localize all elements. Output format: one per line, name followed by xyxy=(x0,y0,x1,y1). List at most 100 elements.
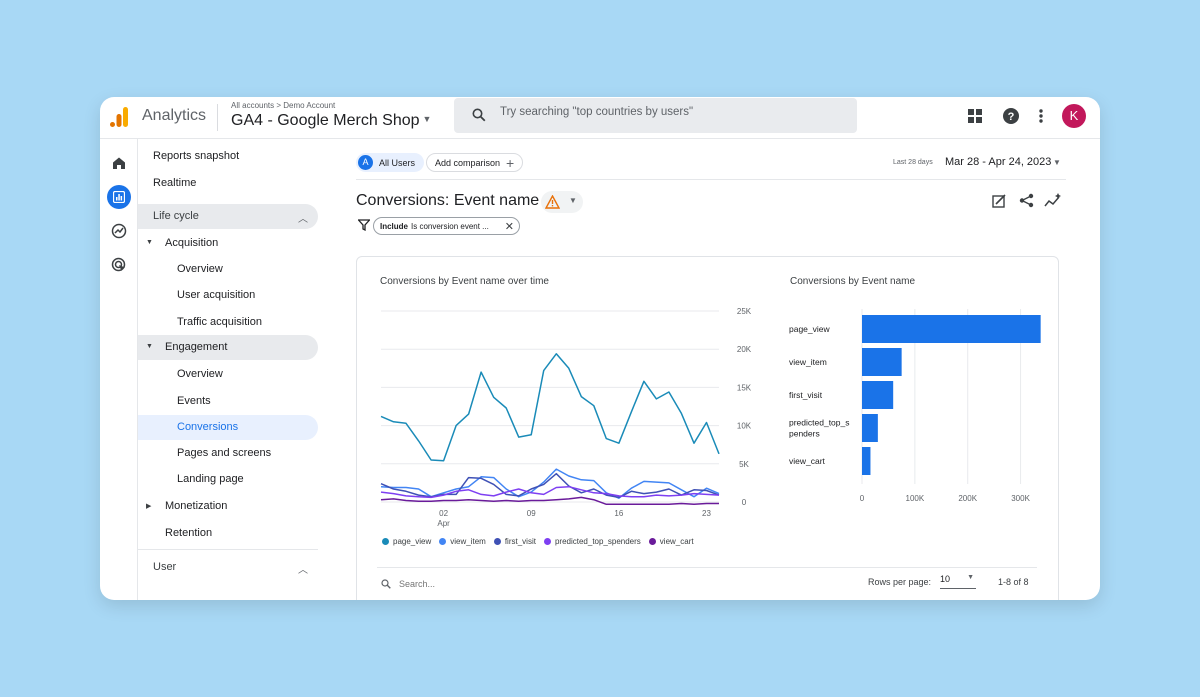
search-input[interactable] xyxy=(500,106,840,118)
caret-down-icon: ▼ xyxy=(569,196,577,205)
series-line-view-item xyxy=(380,468,720,499)
category-label: page_view xyxy=(789,324,831,334)
left-rail xyxy=(100,139,138,600)
caret-down-icon: ▼ xyxy=(422,114,432,124)
chevron-up-icon: ︿ xyxy=(298,214,308,225)
legend-swatch xyxy=(493,538,501,545)
nav-engagement-overview[interactable]: Overview xyxy=(177,368,223,380)
nav-user-acquisition[interactable]: User acquisition xyxy=(177,289,256,301)
nav-retention[interactable]: Retention xyxy=(165,527,213,539)
bar-view-cart xyxy=(862,447,871,475)
line-chart-legend: page_view view_item first_visit predicted_t… xyxy=(382,537,702,546)
x-tick-label: 300K xyxy=(1011,494,1030,503)
pagination-info: 1-8 of 8 xyxy=(998,577,1029,587)
add-comparison-button[interactable]: Add comparison + xyxy=(426,153,524,172)
y-tick-label: 10K xyxy=(737,422,752,431)
collapse-triangle-icon: ▶ xyxy=(146,503,152,510)
property-selector[interactable]: GA4 - Google Merch Shop ▼ xyxy=(231,112,431,130)
date-range-picker[interactable]: Mar 28 - Apr 24, 2023 xyxy=(945,156,1052,168)
nav-monetization[interactable]: Monetization xyxy=(165,500,228,512)
bar-chart: 0 100K 200K 300K page_view view_item first_vis… xyxy=(789,309,1041,503)
search-icon xyxy=(472,108,486,122)
nav-realtime[interactable]: Realtime xyxy=(153,177,197,189)
nav-pages-and-screens[interactable]: Pages and screens xyxy=(177,447,272,459)
legend-label: first_visit xyxy=(504,537,536,546)
expand-triangle-icon: ▼ xyxy=(146,343,153,350)
data-quality-chip[interactable]: ▼ xyxy=(541,191,583,213)
table-search-input[interactable] xyxy=(399,579,519,589)
explore-icon[interactable] xyxy=(107,219,131,243)
nav-section-label: Life cycle xyxy=(153,210,199,222)
y-tick-label: 15K xyxy=(737,383,752,392)
nav-engagement-row[interactable]: ▼ Engagement xyxy=(138,335,318,360)
category-label: penders xyxy=(789,429,820,439)
x-tick-sublabel: Apr xyxy=(437,519,450,528)
x-tick-label: 09 xyxy=(527,509,536,518)
share-icon[interactable] xyxy=(1019,193,1034,208)
series-line-view-cart xyxy=(380,496,719,506)
app-name: Analytics xyxy=(142,107,207,124)
expand-triangle-icon: ▼ xyxy=(146,239,153,246)
account-avatar[interactable]: K xyxy=(1062,104,1086,128)
nav-acquisition-overview[interactable]: Overview xyxy=(177,263,223,275)
y-tick-label: 20K xyxy=(737,345,752,354)
nav-traffic-acquisition[interactable]: Traffic acquisition xyxy=(177,316,262,328)
home-icon[interactable] xyxy=(107,151,131,175)
caret-down-icon[interactable]: ▼ xyxy=(1053,158,1061,167)
help-icon[interactable]: ? xyxy=(1002,107,1020,125)
nav-events[interactable]: Events xyxy=(177,395,211,407)
nav-reports-snapshot[interactable]: Reports snapshot xyxy=(153,150,240,162)
legend-item[interactable]: view_item xyxy=(439,537,486,546)
filter-include-label: Include xyxy=(380,221,409,231)
nav-acquisition[interactable]: Acquisition xyxy=(165,237,219,249)
category-label: predicted_top_s xyxy=(789,418,850,428)
caret-down-icon: ▼ xyxy=(967,574,974,581)
nav-conversions-row[interactable]: Conversions xyxy=(138,415,318,440)
analytics-logo[interactable] xyxy=(109,106,129,128)
legend-item[interactable]: first_visit xyxy=(493,537,536,546)
legend-item[interactable]: view_cart xyxy=(648,537,694,546)
date-range-label: Last 28 days xyxy=(893,159,933,166)
apps-grid-icon[interactable] xyxy=(968,109,982,123)
customize-report-icon[interactable] xyxy=(992,194,1007,209)
warning-icon xyxy=(545,195,560,209)
legend-swatch xyxy=(439,538,447,545)
bar-page-view xyxy=(862,315,1041,343)
table-search[interactable] xyxy=(381,579,519,589)
series-line-page-view xyxy=(380,353,720,462)
nav-section-lifecycle[interactable]: Life cycle ︿ xyxy=(138,204,318,229)
series-line-predicted-top-spenders xyxy=(380,485,720,499)
breadcrumb[interactable]: All accounts > Demo Account xyxy=(231,101,336,110)
nav-section-user[interactable]: User xyxy=(153,561,177,573)
page-title: Conversions: Event name xyxy=(356,192,540,209)
more-vert-icon[interactable] xyxy=(1039,108,1043,124)
close-icon[interactable]: ✕ xyxy=(504,221,514,233)
legend-item[interactable]: predicted_top_spenders xyxy=(543,537,641,546)
insights-icon[interactable] xyxy=(1044,193,1062,208)
y-tick-label: 0 xyxy=(742,498,747,507)
search-icon xyxy=(381,579,391,589)
svg-text:?: ? xyxy=(1008,111,1015,123)
nav-landing-page[interactable]: Landing page xyxy=(177,473,244,485)
nav-divider xyxy=(138,549,318,550)
rows-per-page-select[interactable]: 10 ▼ xyxy=(940,574,976,589)
filter-chip[interactable]: Include Is conversion event ... ✕ xyxy=(373,217,520,235)
charts-card: Conversions by Event name over time Conv… xyxy=(356,256,1059,600)
legend-swatch xyxy=(543,538,551,545)
search-box[interactable] xyxy=(454,98,857,133)
reports-icon[interactable] xyxy=(107,185,131,209)
bar-predicted-top-spenders xyxy=(862,414,878,442)
toolbar-divider xyxy=(356,179,1066,180)
nav-engagement: Engagement xyxy=(165,341,228,353)
x-tick-label: 100K xyxy=(906,494,925,503)
filter-condition: Is conversion event ... xyxy=(411,221,489,231)
legend-item[interactable]: page_view xyxy=(382,537,431,546)
top-bar: Analytics All accounts > Demo Account GA… xyxy=(100,97,1100,139)
chevron-up-icon[interactable]: ︿ xyxy=(298,565,308,576)
segment-chip-all-users[interactable]: A All Users xyxy=(356,153,425,172)
report-content: A All Users Add comparison + Last 28 day… xyxy=(322,139,1100,600)
rows-per-page-value: 10 xyxy=(940,574,951,584)
x-tick-label: 02 xyxy=(439,509,448,518)
x-tick-label: 200K xyxy=(958,494,977,503)
advertising-icon[interactable] xyxy=(107,253,131,277)
